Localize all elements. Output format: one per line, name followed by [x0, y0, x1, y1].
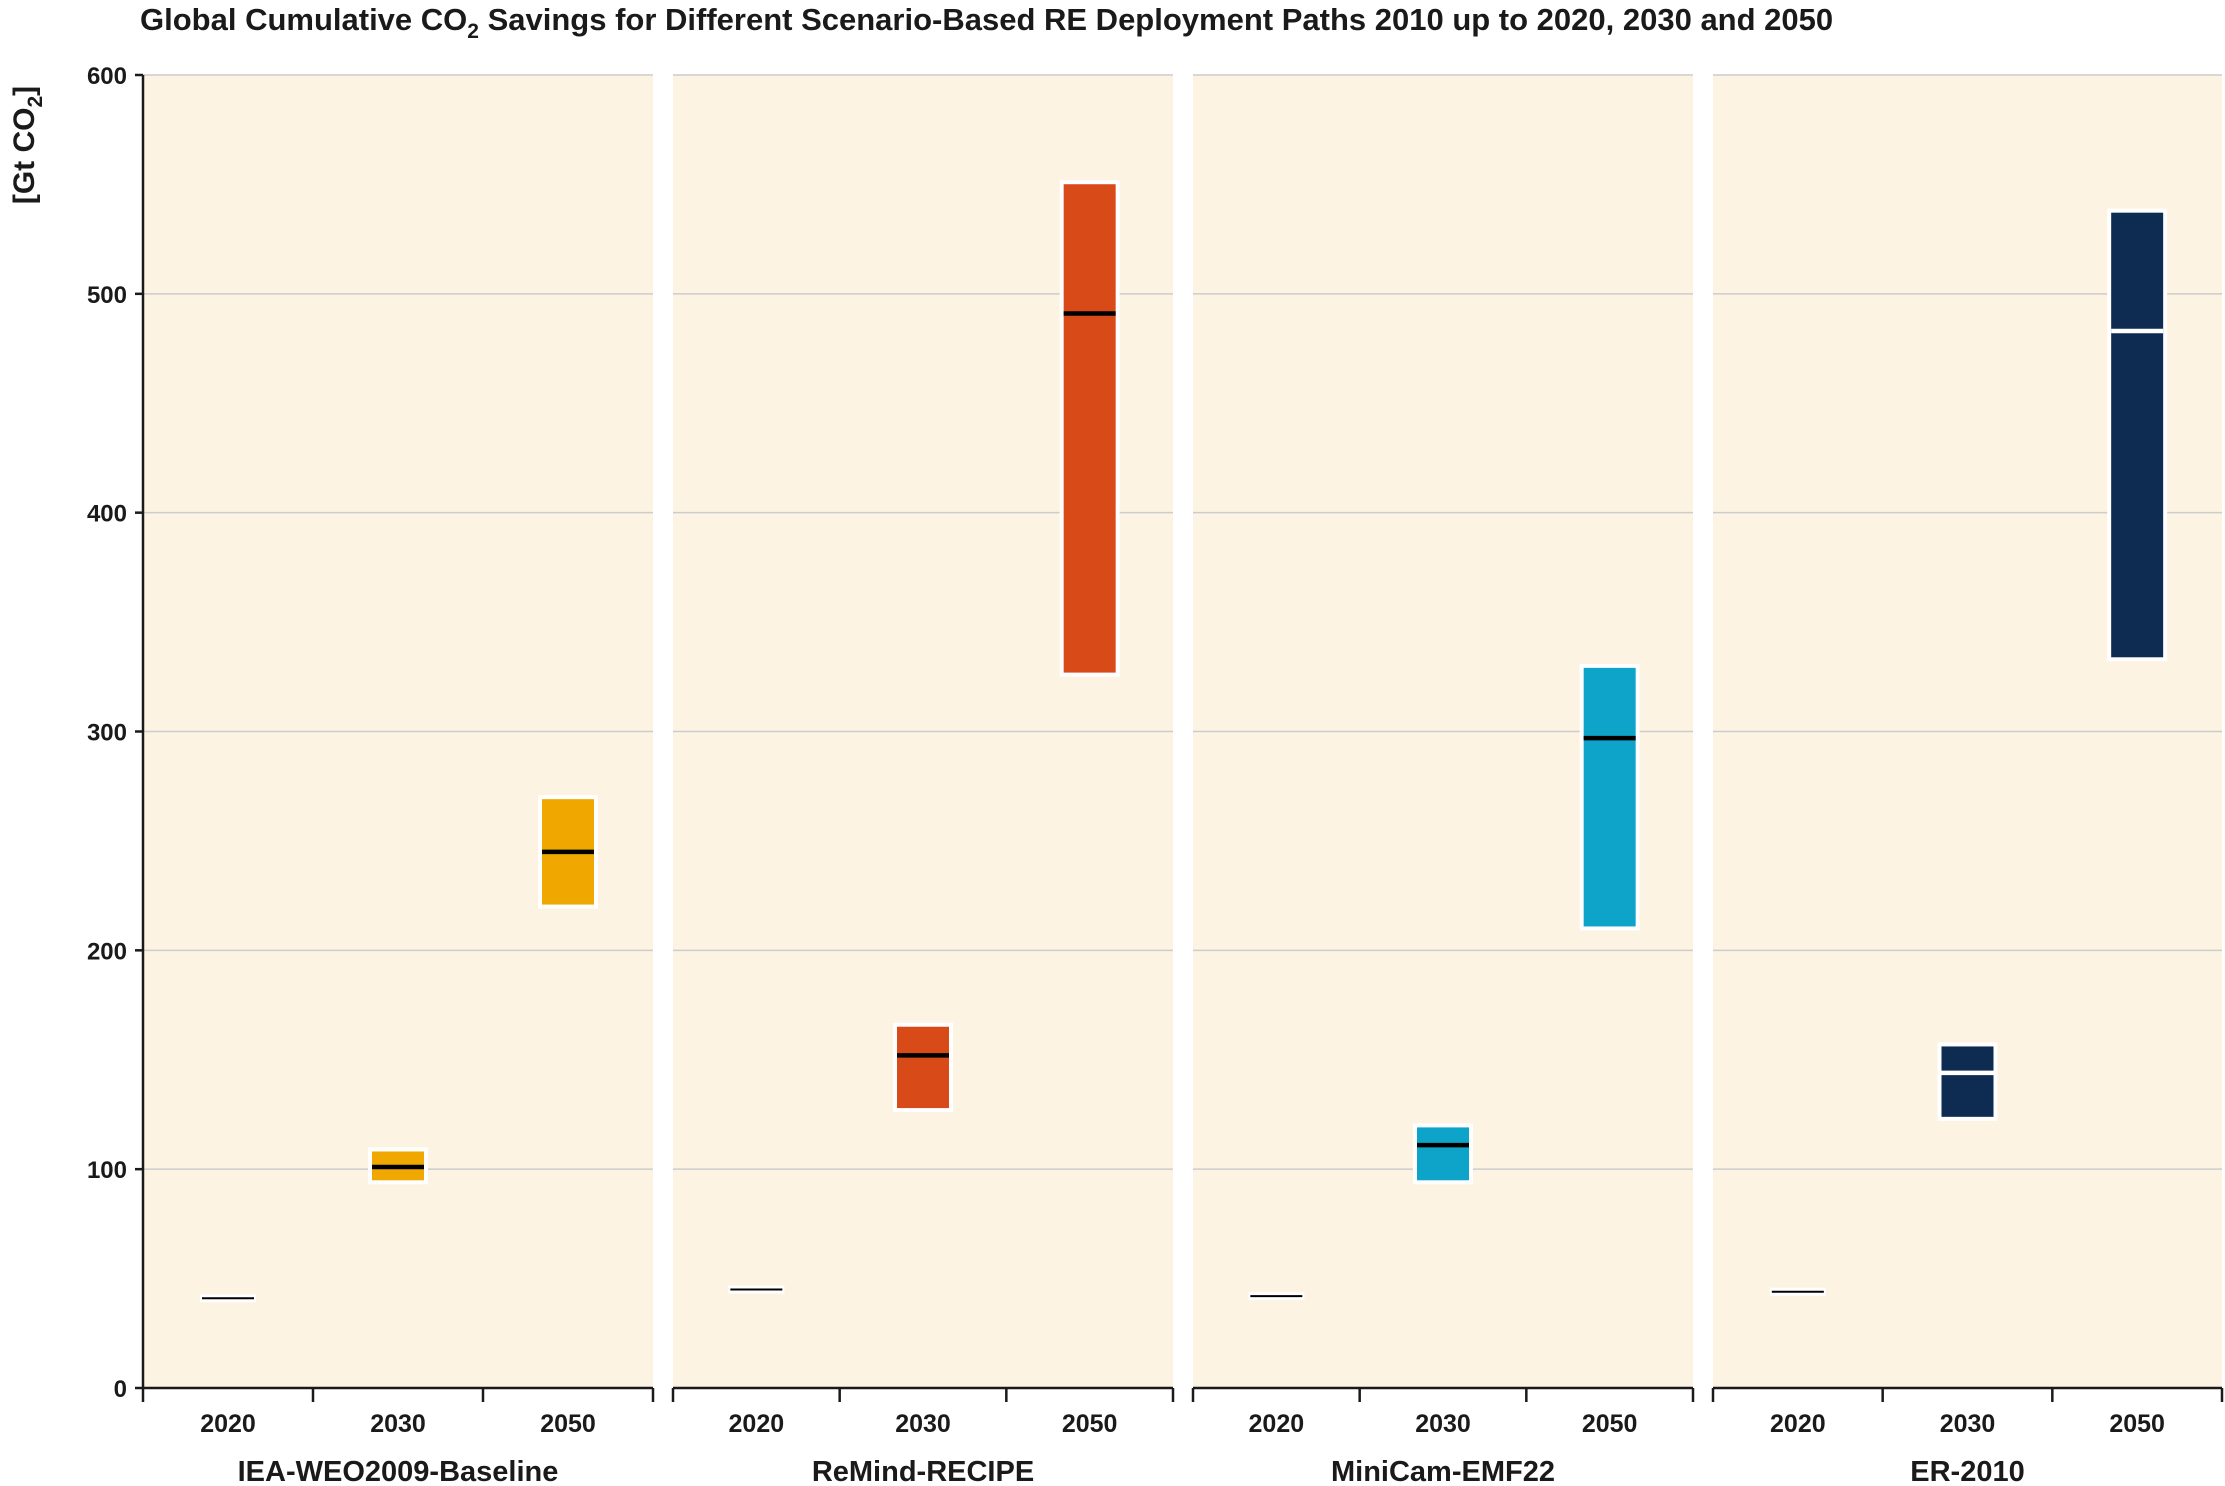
x-tick-label-panel-2-2050: 2050 — [1062, 1410, 1118, 1438]
y-axis-label-subscript: 2 — [24, 96, 47, 108]
y-axis-label: [Gt CO2] — [8, 86, 47, 204]
y-axis-label-main: [Gt CO — [8, 108, 41, 205]
y-tick-label-500: 500 — [87, 282, 127, 309]
range-bar-panel-2-2050 — [1059, 180, 1120, 677]
x-tick-label-panel-2-2020: 2020 — [729, 1410, 785, 1438]
panel-label-1: IEA-WEO2009-Baseline — [238, 1456, 559, 1486]
x-tick-label-panel-1-2030: 2030 — [370, 1410, 426, 1438]
x-tick-label-panel-4-2020: 2020 — [1770, 1410, 1826, 1438]
x-tick-label-panel-3-2050: 2050 — [1582, 1410, 1638, 1438]
range-bar-panel-3-2030 — [1413, 1123, 1473, 1185]
panel-label-2: ReMind-RECIPE — [812, 1456, 1034, 1486]
panel-label-4: ER-2010 — [1910, 1456, 2024, 1486]
x-tick-label-panel-1-2050: 2050 — [540, 1410, 596, 1438]
chart-title-rest: Savings for Different Scenario-Based RE … — [479, 2, 1833, 37]
chart-title-main: Global Cumulative CO — [140, 2, 467, 37]
x-tick-label-panel-3-2030: 2030 — [1415, 1410, 1471, 1438]
y-tick-label-300: 300 — [87, 720, 127, 747]
range-bar-panel-3-2050 — [1579, 663, 1640, 931]
chart-title-subscript: 2 — [467, 20, 479, 43]
chart-title: Global Cumulative CO2 Savings for Differ… — [140, 2, 1833, 43]
x-tick-label-panel-1-2020: 2020 — [200, 1410, 256, 1438]
y-tick-label-0: 0 — [114, 1376, 127, 1403]
y-tick-label-600: 600 — [87, 63, 127, 90]
y-tick-label-100: 100 — [87, 1157, 127, 1184]
y-axis-label-end: ] — [8, 86, 41, 96]
x-tick-label-panel-3-2020: 2020 — [1249, 1410, 1305, 1438]
range-bar-panel-4-2050 — [2107, 208, 2168, 662]
x-tick-label-panel-4-2030: 2030 — [1940, 1410, 1996, 1438]
range-bar-panel-4-2030 — [1937, 1042, 1998, 1121]
x-tick-label-panel-4-2050: 2050 — [2109, 1410, 2165, 1438]
range-bar-panel-2-2030 — [893, 1022, 953, 1113]
panel-label-3: MiniCam-EMF22 — [1331, 1456, 1555, 1486]
y-tick-label-400: 400 — [87, 501, 127, 528]
plot-area: 0 100 200 300 400 500 600 2020 2030 2050 IEA-WEO20… — [87, 63, 2224, 1486]
x-tick-label-panel-2-2030: 2030 — [895, 1410, 951, 1438]
y-tick-label-200: 200 — [87, 938, 127, 965]
